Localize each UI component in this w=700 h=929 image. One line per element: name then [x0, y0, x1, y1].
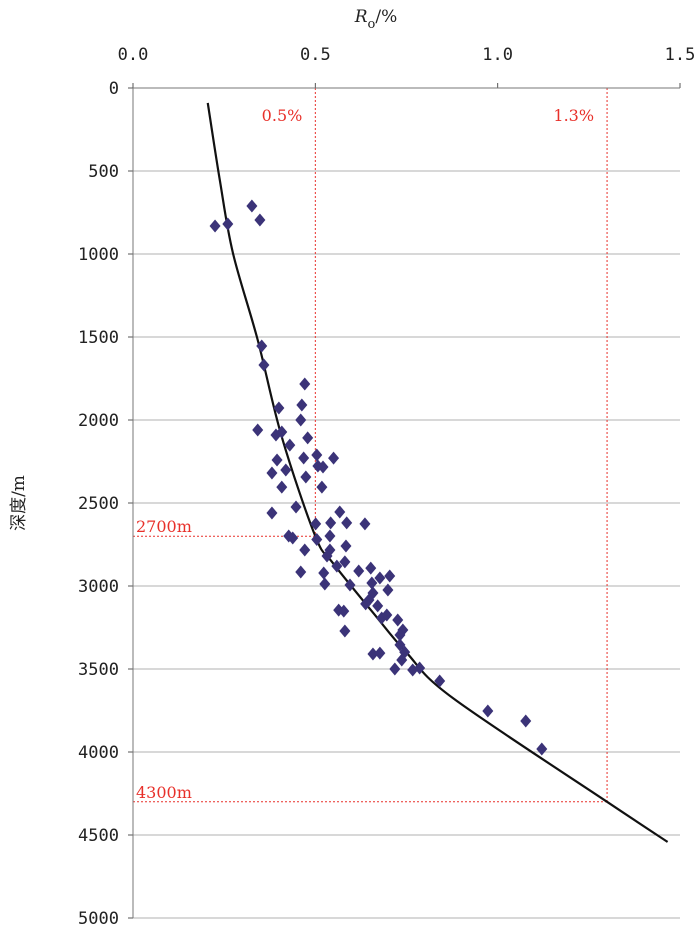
data-point — [252, 423, 264, 437]
y-tick-label: 2500 — [78, 494, 119, 514]
y-tick-label: 5000 — [78, 909, 119, 929]
data-point — [321, 549, 333, 563]
data-point — [276, 425, 288, 439]
data-point — [325, 516, 337, 530]
data-point — [316, 480, 328, 494]
y-tick-label: 1000 — [78, 245, 119, 265]
data-points — [209, 199, 548, 756]
data-point — [482, 704, 494, 718]
data-point — [367, 647, 379, 661]
data-point — [328, 451, 340, 465]
y-tick-label: 4500 — [78, 826, 119, 846]
data-point — [222, 217, 234, 231]
y-tick-label: 500 — [88, 162, 119, 182]
data-point — [299, 377, 311, 391]
data-point — [365, 561, 377, 575]
data-point — [344, 578, 356, 592]
y-tick-label: 2000 — [78, 411, 119, 431]
data-point — [389, 662, 401, 676]
trend-curve — [206, 102, 669, 843]
data-point — [209, 219, 221, 233]
data-point — [298, 451, 310, 465]
x-axis-title-unit: /% — [375, 7, 397, 27]
data-point — [434, 674, 446, 688]
data-point — [276, 480, 288, 494]
reference-ro-label: 1.3% — [553, 106, 594, 125]
data-point — [340, 539, 352, 553]
x-tick-label: 1.5 — [665, 45, 696, 65]
y-tick-label: 1500 — [78, 328, 119, 348]
data-point — [359, 517, 371, 531]
y-axis-title: 深度/m — [9, 475, 29, 531]
data-point — [341, 516, 353, 530]
data-point — [374, 571, 386, 585]
data-point — [273, 401, 285, 415]
data-point — [295, 413, 307, 427]
x-axis-title-sub: o — [368, 17, 376, 32]
x-tick-label: 1.0 — [482, 45, 513, 65]
data-point — [381, 608, 393, 622]
data-point — [295, 565, 307, 579]
data-point — [280, 463, 292, 477]
data-point — [319, 577, 331, 591]
data-point — [382, 583, 394, 597]
data-point — [296, 398, 308, 412]
x-tick-label: 0.0 — [118, 45, 149, 65]
x-tick-label: 0.5 — [300, 45, 331, 65]
data-point — [254, 213, 266, 227]
data-point — [311, 448, 323, 462]
y-tick-label: 3500 — [78, 660, 119, 680]
data-point — [266, 506, 278, 520]
data-point — [317, 460, 329, 474]
data-point — [520, 714, 532, 728]
reference-depth-label: 4300m — [136, 783, 192, 802]
data-point — [256, 339, 268, 353]
data-point — [310, 517, 322, 531]
data-point — [360, 597, 372, 611]
data-point — [384, 569, 396, 583]
axes: 0 500 1000 1500 2000 2500 3000 3500 4000 4500 5000… — [78, 45, 695, 929]
y-tick-label: 0 — [109, 79, 119, 99]
data-point — [407, 663, 419, 677]
data-point — [366, 576, 378, 590]
x-axis-title: Ro/% — [354, 7, 398, 32]
data-point — [536, 742, 548, 756]
data-point — [311, 533, 323, 547]
data-point — [266, 466, 278, 480]
data-point — [283, 529, 295, 543]
data-point — [246, 199, 258, 213]
data-point — [353, 564, 365, 578]
data-point — [339, 624, 351, 638]
data-point — [372, 599, 384, 613]
reference-lines: 0.5% 2700m 1.3% 4300m — [133, 88, 608, 803]
data-point — [374, 646, 386, 660]
data-point — [394, 628, 406, 642]
grid-lines — [133, 170, 680, 919]
data-point — [284, 438, 296, 452]
data-point — [300, 470, 312, 484]
data-point — [318, 566, 330, 580]
x-axis-title-main: R — [354, 7, 368, 27]
data-point — [339, 555, 351, 569]
reference-depth-label: 2700m — [136, 517, 192, 536]
data-point — [331, 559, 343, 573]
data-point — [334, 505, 346, 519]
trend-curve-group — [206, 102, 669, 843]
data-point — [271, 453, 283, 467]
data-point — [324, 529, 336, 543]
data-point — [290, 500, 302, 514]
data-point — [396, 653, 408, 667]
y-tick-label: 4000 — [78, 743, 119, 763]
data-point — [338, 604, 350, 618]
reference-ro-label: 0.5% — [262, 106, 303, 125]
data-point — [392, 613, 404, 627]
data-point — [299, 543, 311, 557]
data-point — [302, 431, 314, 445]
y-tick-label: 3000 — [78, 577, 119, 597]
data-point — [258, 358, 270, 372]
